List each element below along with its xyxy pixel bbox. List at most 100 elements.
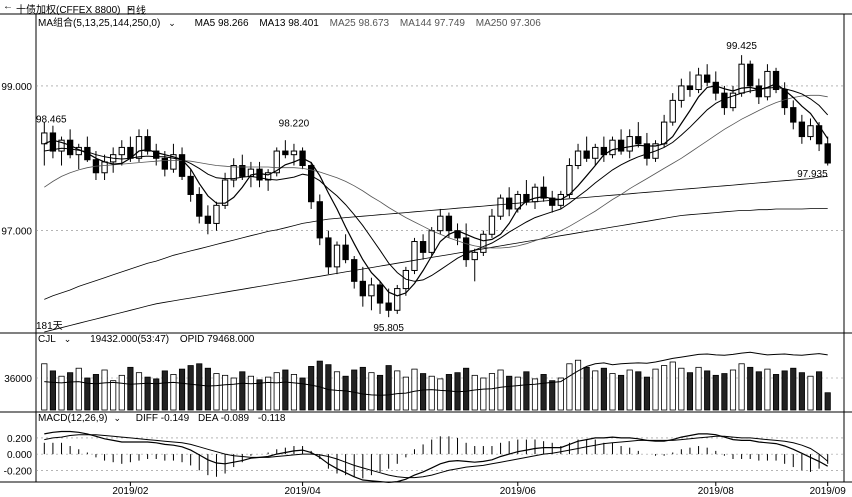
candle-body bbox=[488, 215, 496, 235]
candle-body bbox=[626, 136, 633, 152]
candle-body bbox=[273, 150, 280, 174]
candle-body bbox=[798, 121, 806, 138]
instrument-title: 十债加权(CFFEX 8800) bbox=[16, 5, 121, 16]
candle bbox=[635, 122, 642, 148]
period-label: 日线 bbox=[126, 6, 146, 17]
volume-bar bbox=[325, 364, 332, 411]
candle-body bbox=[58, 139, 65, 152]
candle-body bbox=[609, 139, 616, 156]
candle-body bbox=[686, 85, 694, 91]
candle-body bbox=[462, 237, 470, 261]
volume-bar bbox=[738, 363, 745, 411]
volume-bar bbox=[58, 375, 65, 411]
candle bbox=[66, 129, 74, 159]
diff-value: DIFF -0.149 bbox=[135, 413, 190, 424]
candle bbox=[325, 230, 332, 275]
volume-bar bbox=[239, 371, 246, 411]
candle bbox=[781, 82, 788, 115]
candle-body bbox=[747, 63, 754, 87]
ma144-line bbox=[44, 176, 828, 300]
candle-body bbox=[256, 168, 263, 181]
candle-body bbox=[325, 237, 332, 268]
candle bbox=[592, 143, 599, 166]
volume-bar bbox=[497, 369, 504, 411]
volume-bar bbox=[359, 366, 366, 411]
volume-bar bbox=[506, 375, 513, 411]
period-days-label: 181天 bbox=[36, 321, 63, 332]
volume-bar bbox=[755, 371, 762, 411]
macd-indicator-name[interactable]: MACD(12,26,9) ⌄ bbox=[38, 413, 122, 424]
ma-indicator-name[interactable]: MA组合(5,13,25,144,250,0) ⌄ bbox=[38, 18, 176, 29]
candle-body bbox=[187, 175, 194, 195]
candle-body bbox=[394, 288, 401, 311]
volume-bar bbox=[110, 380, 117, 411]
candle-body bbox=[574, 150, 582, 167]
candle-body bbox=[531, 186, 539, 203]
ma5-line bbox=[44, 83, 829, 297]
candle bbox=[264, 169, 272, 191]
back-arrow-icon[interactable]: ← bbox=[3, 1, 13, 12]
volume-bar bbox=[445, 374, 452, 411]
volume-bar bbox=[781, 370, 788, 411]
candle bbox=[669, 93, 676, 126]
candle-body bbox=[342, 244, 349, 261]
diff-line bbox=[44, 430, 828, 484]
volume-bar bbox=[273, 372, 280, 411]
candle bbox=[454, 223, 461, 246]
candle-body bbox=[196, 193, 203, 217]
candle bbox=[385, 288, 392, 318]
candle bbox=[411, 237, 418, 275]
candle bbox=[213, 201, 220, 231]
candle bbox=[626, 129, 633, 159]
candle bbox=[798, 114, 806, 144]
candle bbox=[308, 161, 315, 209]
candle-body bbox=[290, 150, 298, 156]
volume-bar bbox=[437, 378, 444, 411]
candle bbox=[488, 208, 496, 238]
candle-body bbox=[308, 165, 315, 203]
volume-bar bbox=[342, 375, 349, 411]
volume-bar bbox=[618, 374, 625, 411]
candle bbox=[342, 234, 349, 264]
candle bbox=[678, 78, 685, 108]
candle-body bbox=[549, 197, 556, 206]
volume-bar bbox=[41, 363, 48, 411]
volume-bar bbox=[49, 370, 56, 411]
candle-body bbox=[221, 179, 229, 206]
chevron-down-icon: ⌄ bbox=[63, 334, 72, 344]
volume-bar bbox=[678, 367, 685, 411]
volume-bar bbox=[471, 374, 478, 411]
volume-bar bbox=[798, 372, 805, 411]
volume-bar bbox=[376, 374, 384, 411]
volume-bar bbox=[669, 361, 676, 411]
candle-body bbox=[282, 150, 289, 156]
candle-body bbox=[540, 186, 547, 199]
candle-body bbox=[566, 165, 573, 195]
ma25-value: MA25 98.673 bbox=[329, 18, 390, 29]
volume-bar bbox=[488, 373, 496, 411]
volume-bar bbox=[480, 377, 487, 411]
candle-body bbox=[755, 85, 762, 98]
candle-body bbox=[49, 132, 57, 152]
volume-bar bbox=[178, 368, 186, 411]
volume-bar bbox=[420, 373, 427, 411]
chevron-down-icon: ⌄ bbox=[126, 2, 135, 13]
volume-bar bbox=[428, 375, 435, 411]
candle-body bbox=[419, 241, 427, 253]
macd-tick-label: 0.200 bbox=[7, 434, 32, 445]
candle bbox=[75, 143, 82, 170]
volume-bar bbox=[574, 359, 582, 411]
volume-bar bbox=[153, 378, 160, 411]
candle-body bbox=[471, 251, 478, 261]
candle bbox=[549, 190, 556, 213]
candle-body bbox=[583, 150, 590, 159]
candle-body bbox=[445, 215, 453, 232]
volume-bar bbox=[747, 366, 754, 411]
volume-indicator-name[interactable]: CJL ⌄ bbox=[38, 334, 72, 345]
candle bbox=[609, 136, 616, 159]
chevron-down-icon: ⌄ bbox=[168, 18, 176, 28]
candle bbox=[282, 140, 289, 159]
volume-bar bbox=[316, 360, 323, 411]
candle bbox=[204, 205, 212, 235]
